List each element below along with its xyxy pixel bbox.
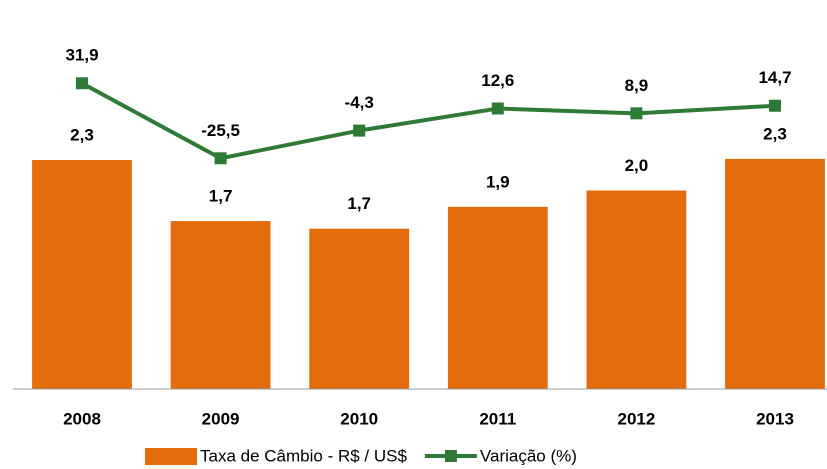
bar	[32, 159, 132, 389]
bar	[586, 190, 687, 389]
bar-label: 2,3	[70, 125, 94, 144]
bar-label: 2,3	[763, 124, 787, 143]
x-tick-label: 2009	[202, 409, 240, 428]
line-marker	[214, 152, 227, 165]
line-label: 8,9	[625, 76, 649, 95]
x-tick-label: 2010	[340, 409, 378, 428]
legend-swatch	[145, 448, 197, 465]
bar	[170, 221, 271, 389]
x-tick-label: 2013	[756, 409, 794, 428]
line-label: -25,5	[201, 121, 240, 140]
legend-label: Variação (%)	[480, 446, 577, 465]
bar	[725, 158, 825, 389]
legend-label: Taxa de Câmbio - R$ / US$	[200, 446, 407, 465]
line-marker	[491, 102, 504, 115]
line-label: 14,7	[758, 68, 791, 87]
bar-label: 1,9	[486, 172, 510, 191]
line-marker	[353, 124, 366, 137]
line-label: 31,9	[65, 46, 98, 65]
x-tick-label: 2011	[479, 409, 516, 428]
line-marker	[630, 107, 643, 120]
legend-swatch	[444, 450, 457, 462]
line-label: -4,3	[345, 93, 374, 112]
x-tick-label: 2008	[63, 409, 101, 428]
bar-label: 2,0	[625, 156, 649, 175]
line-marker	[769, 99, 781, 112]
line-label: 12,6	[481, 71, 514, 90]
bar-label: 1,7	[209, 187, 233, 206]
bar	[309, 228, 410, 389]
bar	[447, 206, 548, 389]
x-tick-label: 2012	[617, 409, 655, 428]
line-marker	[76, 77, 88, 90]
line	[81, 81, 776, 161]
bar-label: 1,7	[347, 194, 371, 213]
